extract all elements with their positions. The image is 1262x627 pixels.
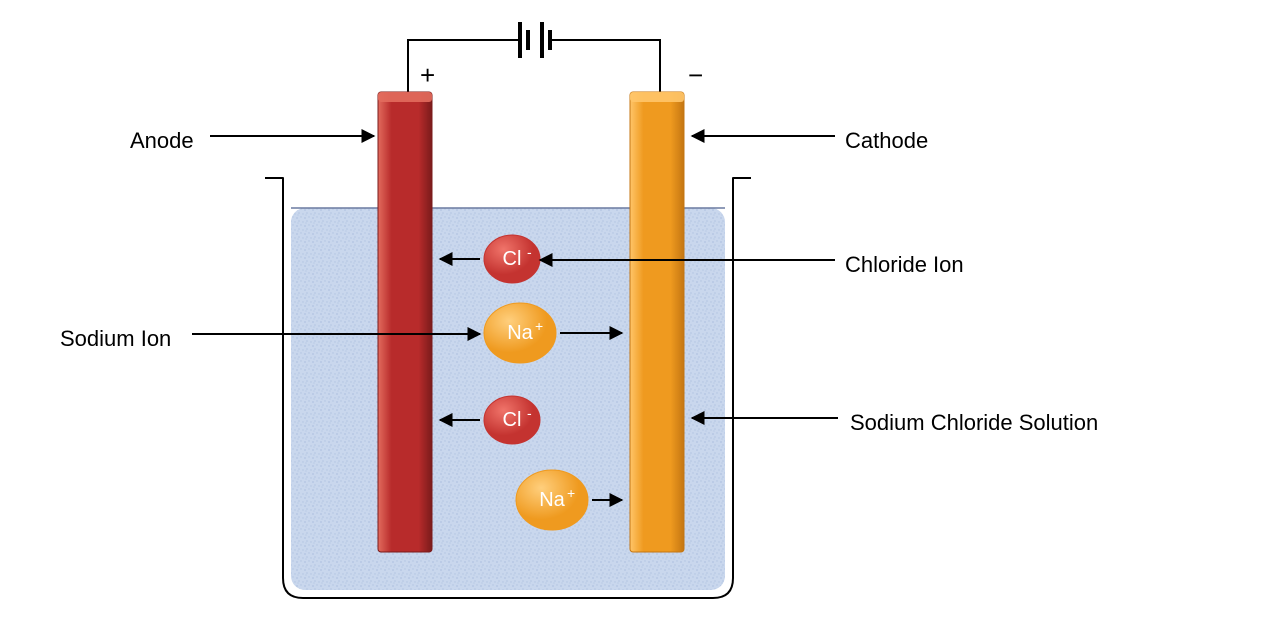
label-solution: Sodium Chloride Solution: [850, 410, 1098, 436]
na1-charge: +: [535, 318, 543, 334]
anode-electrode: [378, 92, 432, 552]
cl1-charge: -: [527, 244, 532, 260]
electrolysis-diagram: Cl-Na+Cl-Na+: [0, 0, 1262, 627]
plus-sign: +: [420, 60, 435, 91]
battery-wires: [408, 22, 660, 92]
na1-label: Na: [507, 322, 533, 344]
cl1-label: Cl: [503, 248, 522, 270]
label-sodium: Sodium Ion: [60, 326, 171, 352]
label-anode: Anode: [130, 128, 194, 154]
cl2-label: Cl: [503, 409, 522, 431]
cathode-electrode: [630, 92, 684, 552]
minus-sign: −: [688, 60, 703, 91]
na2-label: Na: [539, 489, 565, 511]
label-chloride: Chloride Ion: [845, 252, 964, 278]
cl2-charge: -: [527, 405, 532, 421]
label-cathode: Cathode: [845, 128, 928, 154]
na2-charge: +: [567, 485, 575, 501]
